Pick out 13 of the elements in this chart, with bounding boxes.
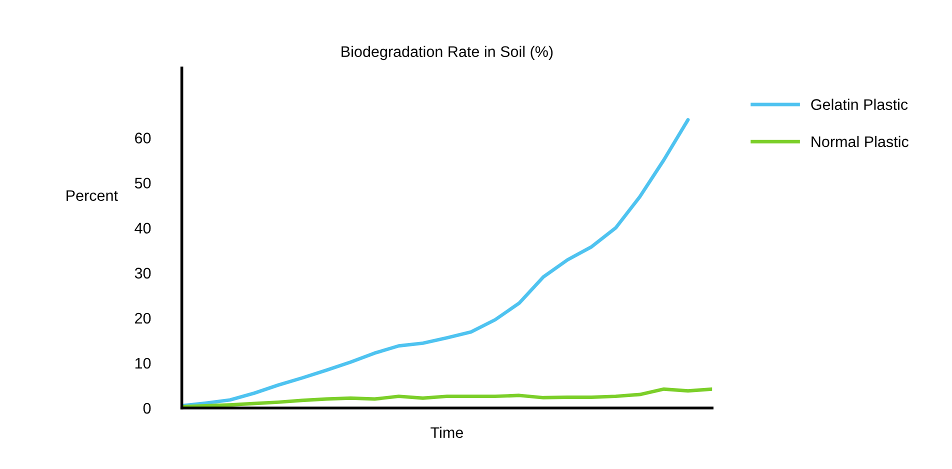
y-tick-label: 30 bbox=[134, 268, 151, 279]
y-tick-label: 40 bbox=[134, 222, 151, 234]
chart-title: Biodegradation Rate in Soil (%) bbox=[342, 46, 553, 60]
y-tick-label: 10 bbox=[135, 358, 151, 369]
legend-label: Normal Plastic bbox=[812, 136, 908, 148]
y-tick-label: 50 bbox=[134, 178, 151, 189]
x-axis-title: Time bbox=[430, 426, 463, 438]
y-axis-title: Percent bbox=[66, 190, 118, 201]
legend-label: Gelatin Plastic bbox=[811, 98, 908, 110]
y-tick-label: 0 bbox=[143, 402, 151, 414]
y-tick-label: 20 bbox=[135, 312, 151, 324]
line-series bbox=[182, 118, 690, 408]
y-tick-label: 60 bbox=[135, 132, 151, 144]
